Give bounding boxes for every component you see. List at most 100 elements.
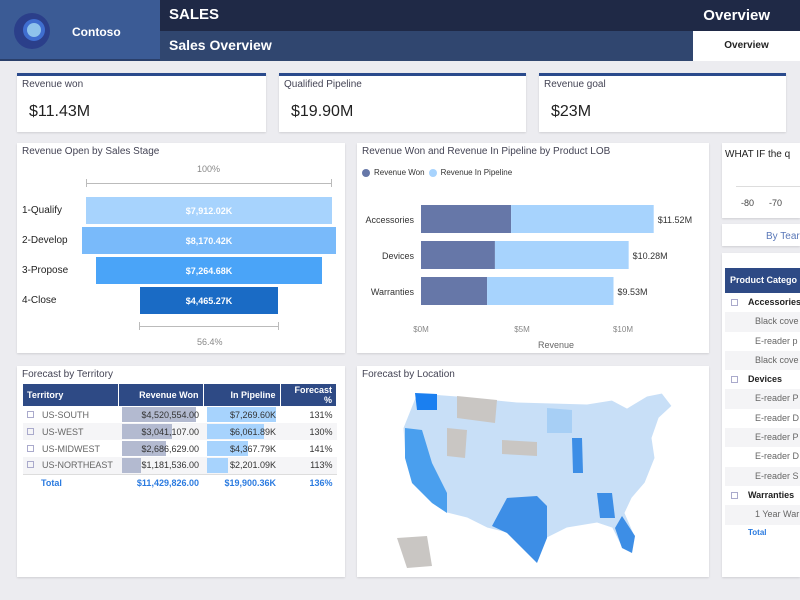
by-team-button[interactable]: By Tear xyxy=(722,224,800,246)
pipeline-databar xyxy=(207,424,265,439)
bar-won[interactable] xyxy=(421,205,512,233)
product-row[interactable]: 1 Year War xyxy=(725,505,800,525)
slider-tick: -80 xyxy=(741,198,755,208)
expand-icon[interactable] xyxy=(27,410,34,418)
bar-won[interactable] xyxy=(421,277,488,305)
expand-icon[interactable] xyxy=(27,444,34,452)
territory-title: Forecast by Territory xyxy=(22,369,113,380)
product-label: 1 Year War xyxy=(755,509,800,520)
product-row[interactable]: Black cove xyxy=(725,350,800,371)
funnel-top-pct: 100% xyxy=(197,164,221,174)
product-row[interactable]: E-reader D xyxy=(725,447,800,466)
total-pct: 136% xyxy=(309,477,333,488)
collapse-icon[interactable] xyxy=(731,491,738,499)
state-georgia[interactable] xyxy=(597,493,615,518)
product-label: Black cove xyxy=(755,354,799,365)
revenue-won-databar xyxy=(122,441,166,456)
product-row[interactable]: E-reader p xyxy=(725,332,800,351)
bar-pipeline[interactable] xyxy=(487,277,614,305)
product-group-row[interactable]: Accessories xyxy=(725,293,800,312)
table-row[interactable]: US-SOUTH $4,520,554.00 $7,269.60K 131% xyxy=(23,406,337,423)
expand-icon[interactable] xyxy=(27,427,34,435)
col-revenue-won[interactable]: Revenue Won xyxy=(118,384,204,406)
whatif-title: WHAT IF the q xyxy=(725,149,791,160)
map-card: Forecast by Location xyxy=(357,366,709,577)
product-row[interactable]: Black cove xyxy=(725,312,800,332)
pipeline-value: $6,061.89K xyxy=(229,426,276,437)
expand-icon[interactable] xyxy=(27,461,34,469)
total-label: $9.53M xyxy=(618,287,648,297)
kpi-qualified-pipeline: Qualified Pipeline $19.90M xyxy=(279,73,526,132)
funnel-bar[interactable]: $7,912.02K xyxy=(86,197,332,224)
legend-label: Revenue Won xyxy=(374,168,425,177)
category-label: Devices xyxy=(382,251,415,261)
kpi-value: $19.90M xyxy=(291,103,354,120)
product-label: E-reader p xyxy=(755,335,798,346)
state-texas[interactable] xyxy=(492,496,547,563)
bar-pipeline[interactable] xyxy=(511,205,654,233)
state-montana xyxy=(457,396,497,423)
bar-pipeline[interactable] xyxy=(494,241,629,269)
funnel-bar[interactable]: $4,465.27K xyxy=(139,287,279,314)
collapse-icon[interactable] xyxy=(731,299,738,306)
revenue-won-databar xyxy=(122,424,172,439)
total-row: Total $11,429,826.00 $19,900.36K 136% xyxy=(23,474,337,491)
kpi-value: $23M xyxy=(551,103,592,120)
total-won: $11,429,826.00 xyxy=(136,477,199,488)
section-title: SALES xyxy=(169,6,220,23)
product-label: Accessories xyxy=(748,297,800,307)
state-florida[interactable] xyxy=(615,516,635,553)
funnel-bottom-pct: 56.4% xyxy=(197,337,223,347)
table-row[interactable]: US-WEST $3,041,107.00 $6,061.89K 130% xyxy=(23,423,337,440)
col-forecast-pct[interactable]: Forecast % xyxy=(280,384,337,406)
legend-dot-won xyxy=(362,168,370,177)
table-row[interactable]: US-NORTHEAST $1,181,536.00 $2,201.09K 11… xyxy=(23,457,337,474)
x-tick: $5M xyxy=(514,325,530,334)
kpi-revenue-goal: Revenue goal $23M xyxy=(539,73,786,132)
revenue-won-value: $1,181,536.00 xyxy=(141,460,199,471)
product-row[interactable]: E-reader P xyxy=(725,428,800,448)
product-label: E-reader D xyxy=(755,451,800,462)
chart-legend: Revenue Won Revenue In Pipeline xyxy=(362,168,512,177)
product-total: Total xyxy=(748,527,767,537)
product-category-header[interactable]: Product Catego xyxy=(725,268,800,293)
product-row[interactable]: E-reader D xyxy=(725,409,800,428)
revenue-won-value: $4,520,554.00 xyxy=(141,409,199,420)
state-illinois[interactable] xyxy=(572,438,583,473)
bar-won[interactable] xyxy=(421,241,495,269)
state-minnesota[interactable] xyxy=(547,408,572,433)
territory-table-card: Forecast by Territory Territory Revenue … xyxy=(17,366,345,577)
revenue-won-value: $3,041,107.00 xyxy=(141,426,199,437)
revenue-won-databar xyxy=(122,407,196,422)
state-california[interactable] xyxy=(405,428,447,513)
col-in-pipeline[interactable]: In Pipeline xyxy=(203,384,281,406)
product-group-row[interactable]: Devices xyxy=(725,370,800,389)
page-title: Sales Overview xyxy=(169,37,272,53)
us-map[interactable] xyxy=(397,388,697,573)
brand-logo-block: Contoso xyxy=(0,0,160,61)
product-group-row[interactable]: Warranties xyxy=(725,486,800,505)
pipeline-value: $2,201.09K xyxy=(229,460,276,471)
funnel-stage-label: 4-Close xyxy=(22,295,57,306)
funnel-bar[interactable]: $7,264.68K xyxy=(96,257,322,284)
tab-overview[interactable]: Overview xyxy=(693,31,800,61)
product-row[interactable]: E-reader S xyxy=(725,466,800,486)
chart-title: Revenue Won and Revenue In Pipeline by P… xyxy=(362,146,611,157)
collapse-icon[interactable] xyxy=(731,376,738,384)
x-tick: $10M xyxy=(613,325,633,334)
legend-label: Revenue In Pipeline xyxy=(440,168,513,177)
state-washington[interactable] xyxy=(415,393,437,410)
funnel-title: Revenue Open by Sales Stage xyxy=(22,146,160,157)
slider-tick: -70 xyxy=(769,198,783,208)
territory-name: US-WEST xyxy=(42,426,84,437)
right-title: Overview xyxy=(703,7,770,24)
table-row[interactable]: US-MIDWEST $2,686,629.00 $4,367.79K 141% xyxy=(23,440,337,457)
product-row[interactable]: E-reader P xyxy=(725,389,800,409)
whatif-slider-track[interactable] xyxy=(736,186,800,187)
col-territory[interactable]: Territory xyxy=(23,384,119,406)
funnel-bar[interactable]: $8,170.42K xyxy=(82,227,336,254)
pipeline-value: $7,269.60K xyxy=(229,409,276,420)
header-top-bar: SALES Overview xyxy=(160,0,800,31)
funnel-bottom-bracket xyxy=(139,322,279,330)
product-label: Devices xyxy=(748,374,783,385)
